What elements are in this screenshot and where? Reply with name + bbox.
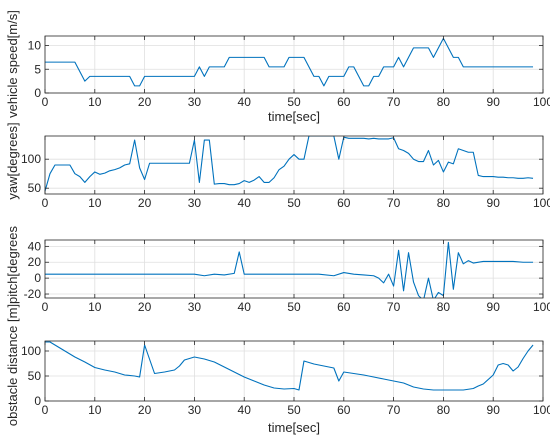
speed-xtick-label: 30 [188, 95, 202, 109]
distance-ytick-label: 0 [34, 394, 41, 408]
speed-xtick-label: 50 [287, 95, 301, 109]
distance-xtick-label: 90 [487, 403, 501, 417]
yaw-xtick-label: 80 [437, 196, 451, 210]
distance-series-line [45, 341, 534, 391]
pitch-xtick-label: 80 [437, 300, 451, 314]
distance-xtick-label: 0 [42, 403, 49, 417]
speed-xtick-label: 0 [42, 95, 49, 109]
distance-xtick-label: 60 [337, 403, 351, 417]
speed-xlabel: time[sec] [268, 109, 320, 124]
distance-panel: obstacle distance [m] time[sec] 0 10 20 30 4… [5, 304, 550, 435]
distance-xtick-label: 70 [387, 403, 401, 417]
yaw-xtick-label: 70 [387, 196, 401, 210]
pitch-xtick-label: 90 [487, 300, 501, 314]
pitch-panel: pitch[degrees 0 10 20 30 40 50 60 70 80 90 100-200… [5, 225, 550, 314]
pitch-ytick-label: -20 [24, 287, 42, 301]
yaw-xtick-label: 10 [88, 196, 102, 210]
distance-xlabel: time[sec] [268, 420, 320, 435]
speed-series-line [45, 37, 534, 87]
distance-xtick-label: 10 [88, 403, 102, 417]
speed-ytick-label: 5 [34, 62, 41, 76]
pitch-ytick-label: 0 [34, 271, 41, 285]
distance-xtick-label: 50 [287, 403, 301, 417]
yaw-xtick-label: 20 [138, 196, 152, 210]
distance-ylabel: obstacle distance [m] [5, 304, 20, 426]
speed-xtick-label: 100 [533, 95, 550, 109]
speed-xtick-label: 60 [337, 95, 351, 109]
pitch-ytick-label: 40 [28, 239, 42, 253]
speed-panel: vehicle speed[m/s] time[sec] 0 10 20 30 40 50… [5, 10, 550, 124]
yaw-panel: yaw[degrees] 0 10 20 30 40 50 60 70 80 90 100 50 100 [5, 122, 550, 210]
speed-xtick-label: 90 [487, 95, 501, 109]
yaw-xtick-label: 50 [287, 196, 301, 210]
speed-ytick-label: 0 [34, 86, 41, 100]
pitch-xtick-label: 40 [238, 300, 252, 314]
pitch-xtick-label: 30 [188, 300, 202, 314]
yaw-xtick-label: 40 [238, 196, 252, 210]
pitch-xtick-label: 60 [337, 300, 351, 314]
pitch-xtick-label: 10 [88, 300, 102, 314]
distance-xtick-label: 30 [188, 403, 202, 417]
pitch-xtick-label: 50 [287, 300, 301, 314]
pitch-xtick-label: 20 [138, 300, 152, 314]
yaw-xtick-label: 60 [337, 196, 351, 210]
speed-ytick-label: 10 [28, 39, 42, 53]
pitch-ylabel: pitch[degrees [5, 225, 20, 304]
distance-xtick-label: 100 [533, 403, 550, 417]
distance-xtick-label: 20 [138, 403, 152, 417]
yaw-ytick-label: 50 [28, 181, 42, 195]
yaw-xtick-label: 0 [42, 196, 49, 210]
pitch-ytick-label: 20 [28, 255, 42, 269]
distance-ytick-label: 50 [28, 369, 42, 383]
speed-ylabel: vehicle speed[m/s] [5, 10, 20, 118]
yaw-series-line [45, 136, 534, 192]
pitch-xtick-label: 70 [387, 300, 401, 314]
speed-xtick-label: 40 [238, 95, 252, 109]
pitch-xtick-label: 100 [533, 300, 550, 314]
speed-xtick-label: 80 [437, 95, 451, 109]
distance-xtick-label: 80 [437, 403, 451, 417]
speed-xtick-label: 70 [387, 95, 401, 109]
distance-xtick-label: 40 [238, 403, 252, 417]
pitch-series-line [45, 241, 534, 298]
speed-xtick-label: 20 [138, 95, 152, 109]
speed-xtick-label: 10 [88, 95, 102, 109]
yaw-xtick-label: 90 [487, 196, 501, 210]
pitch-xtick-label: 0 [42, 300, 49, 314]
distance-ytick-label: 100 [21, 344, 41, 358]
yaw-ylabel: yaw[degrees] [5, 122, 20, 199]
yaw-ytick-label: 100 [21, 152, 41, 166]
yaw-xtick-label: 30 [188, 196, 202, 210]
yaw-xtick-label: 100 [533, 196, 550, 210]
